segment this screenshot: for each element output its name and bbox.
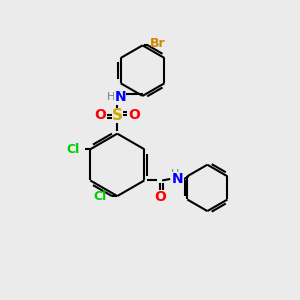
Text: Cl: Cl [67,143,80,156]
Text: S: S [112,108,123,123]
Text: O: O [128,108,140,122]
Text: Cl: Cl [94,190,107,202]
Text: Br: Br [150,38,166,50]
Text: N: N [115,90,126,104]
Text: H: H [106,92,115,102]
Text: N: N [172,172,183,186]
Text: H: H [170,169,179,178]
Text: O: O [154,190,166,204]
Text: O: O [94,108,106,122]
